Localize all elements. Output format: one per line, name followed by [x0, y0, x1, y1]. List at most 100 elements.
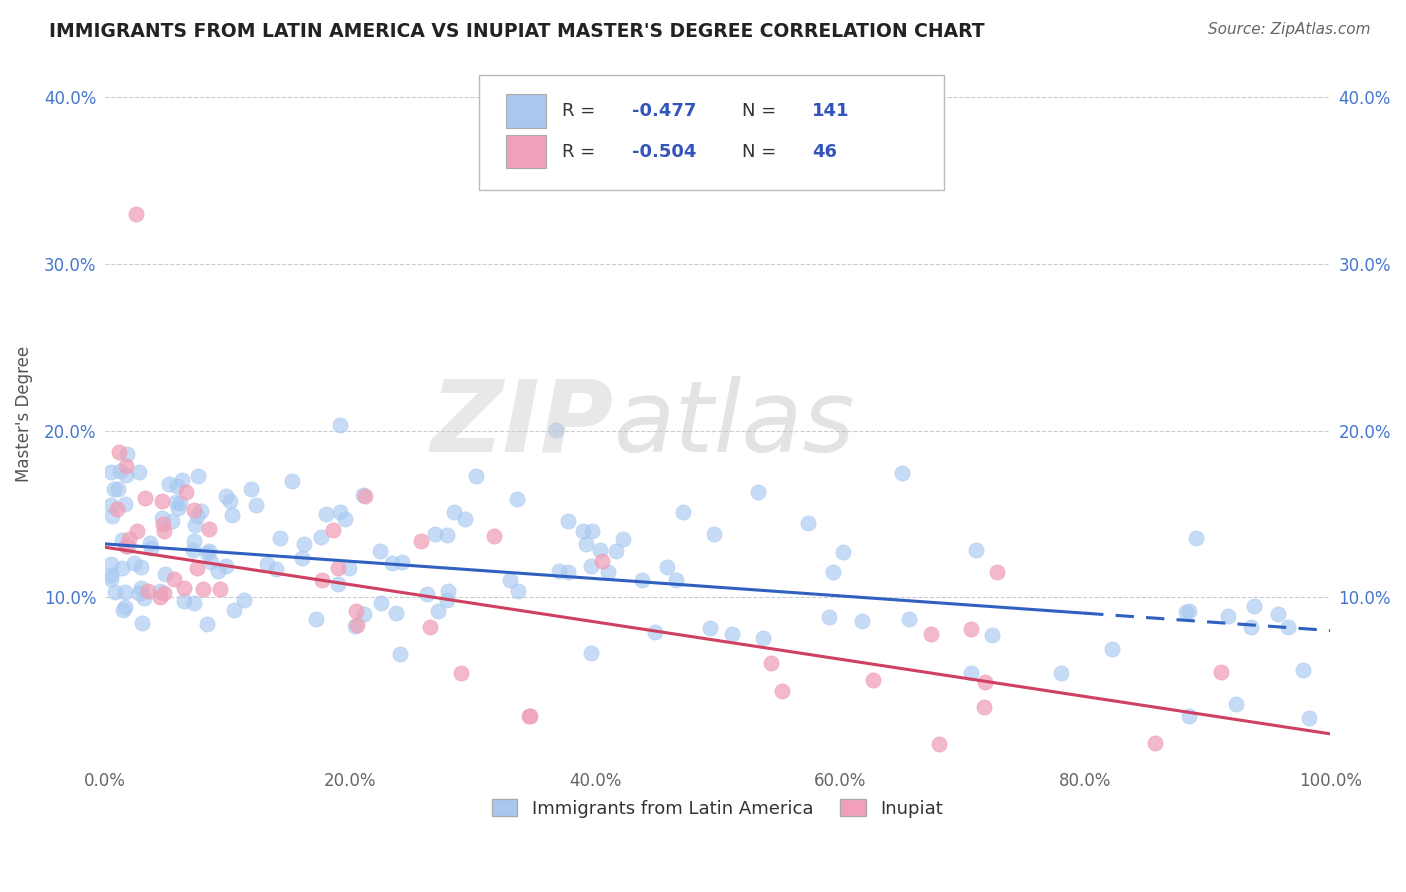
- Point: [107, 482, 129, 496]
- Point: [344, 604, 367, 618]
- Point: [207, 564, 229, 578]
- Point: [152, 516, 174, 531]
- Point: [832, 545, 855, 559]
- Point: [1216, 609, 1239, 624]
- Point: [986, 565, 1008, 579]
- Point: [183, 502, 205, 516]
- Point: [544, 423, 567, 437]
- Point: [605, 544, 627, 558]
- Point: [150, 493, 173, 508]
- Point: [118, 532, 141, 546]
- Point: [100, 498, 122, 512]
- Point: [973, 700, 995, 714]
- Point: [160, 514, 183, 528]
- Point: [193, 582, 215, 597]
- Point: [256, 557, 278, 571]
- Point: [1178, 604, 1201, 618]
- Text: Source: ZipAtlas.com: Source: ZipAtlas.com: [1208, 22, 1371, 37]
- Point: [232, 593, 254, 607]
- Point: [186, 508, 208, 523]
- Point: [195, 617, 218, 632]
- Point: [198, 522, 221, 536]
- Text: IMMIGRANTS FROM LATIN AMERICA VS INUPIAT MASTER'S DEGREE CORRELATION CHART: IMMIGRANTS FROM LATIN AMERICA VS INUPIAT…: [49, 22, 984, 41]
- Point: [644, 625, 666, 640]
- Point: [132, 591, 155, 605]
- Text: R =: R =: [562, 143, 600, 161]
- Point: [672, 505, 695, 519]
- Point: [100, 557, 122, 571]
- Point: [129, 560, 152, 574]
- FancyBboxPatch shape: [478, 75, 945, 190]
- Point: [328, 505, 350, 519]
- Point: [153, 585, 176, 599]
- Point: [419, 620, 441, 634]
- Point: [436, 528, 458, 542]
- Point: [167, 500, 190, 515]
- Point: [152, 524, 174, 538]
- Point: [557, 514, 579, 528]
- Point: [114, 599, 136, 614]
- Point: [370, 596, 392, 610]
- Point: [183, 596, 205, 610]
- Point: [337, 560, 360, 574]
- Point: [221, 508, 243, 522]
- Point: [437, 583, 460, 598]
- Point: [124, 556, 146, 570]
- Point: [165, 495, 187, 509]
- Point: [353, 489, 375, 503]
- Text: ZIP: ZIP: [430, 376, 613, 473]
- Point: [108, 464, 131, 478]
- Point: [138, 536, 160, 550]
- Point: [770, 684, 793, 698]
- Point: [115, 458, 138, 473]
- FancyBboxPatch shape: [506, 135, 546, 169]
- Point: [454, 512, 477, 526]
- Point: [172, 473, 194, 487]
- Text: N =: N =: [742, 102, 782, 120]
- Point: [311, 573, 333, 587]
- Point: [751, 631, 773, 645]
- Point: [112, 603, 135, 617]
- Point: [612, 533, 634, 547]
- Point: [721, 627, 744, 641]
- Point: [450, 665, 472, 680]
- Point: [153, 567, 176, 582]
- Point: [157, 477, 180, 491]
- Point: [181, 542, 204, 557]
- Point: [665, 573, 688, 587]
- Point: [309, 530, 332, 544]
- Point: [506, 492, 529, 507]
- Point: [821, 565, 844, 579]
- Point: [1211, 665, 1233, 680]
- Point: [222, 603, 245, 617]
- Point: [100, 465, 122, 479]
- Text: R =: R =: [562, 102, 600, 120]
- Point: [184, 517, 207, 532]
- Point: [581, 646, 603, 660]
- Point: [581, 524, 603, 539]
- Point: [264, 562, 287, 576]
- Point: [759, 656, 782, 670]
- Point: [589, 542, 612, 557]
- Point: [281, 474, 304, 488]
- Point: [443, 505, 465, 519]
- Text: N =: N =: [742, 143, 782, 161]
- Point: [104, 584, 127, 599]
- Point: [326, 577, 349, 591]
- Point: [381, 556, 404, 570]
- Point: [103, 482, 125, 496]
- Point: [959, 665, 981, 680]
- Point: [425, 527, 447, 541]
- Text: -0.504: -0.504: [631, 143, 696, 161]
- Point: [149, 583, 172, 598]
- Point: [571, 524, 593, 539]
- Point: [499, 573, 522, 587]
- Point: [291, 550, 314, 565]
- Point: [391, 555, 413, 569]
- Point: [1101, 641, 1123, 656]
- Text: atlas: atlas: [613, 376, 855, 473]
- Point: [1298, 711, 1320, 725]
- Point: [427, 604, 450, 618]
- Point: [173, 581, 195, 595]
- Point: [797, 516, 820, 530]
